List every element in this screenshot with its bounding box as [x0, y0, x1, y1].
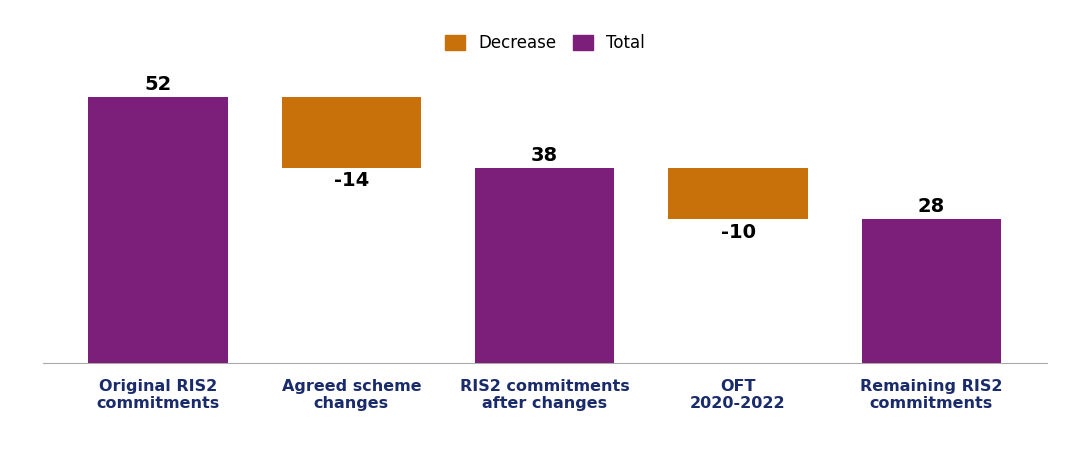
Text: 28: 28 — [917, 198, 945, 216]
Text: -14: -14 — [333, 172, 368, 190]
Text: 52: 52 — [144, 75, 172, 93]
Bar — [282, 97, 421, 168]
Bar — [669, 168, 807, 219]
Bar — [475, 168, 614, 363]
Text: -10: -10 — [721, 223, 755, 241]
Bar — [862, 219, 1001, 363]
Bar — [89, 97, 227, 363]
Legend: Decrease, Total: Decrease, Total — [438, 27, 651, 59]
Text: 38: 38 — [531, 146, 559, 165]
